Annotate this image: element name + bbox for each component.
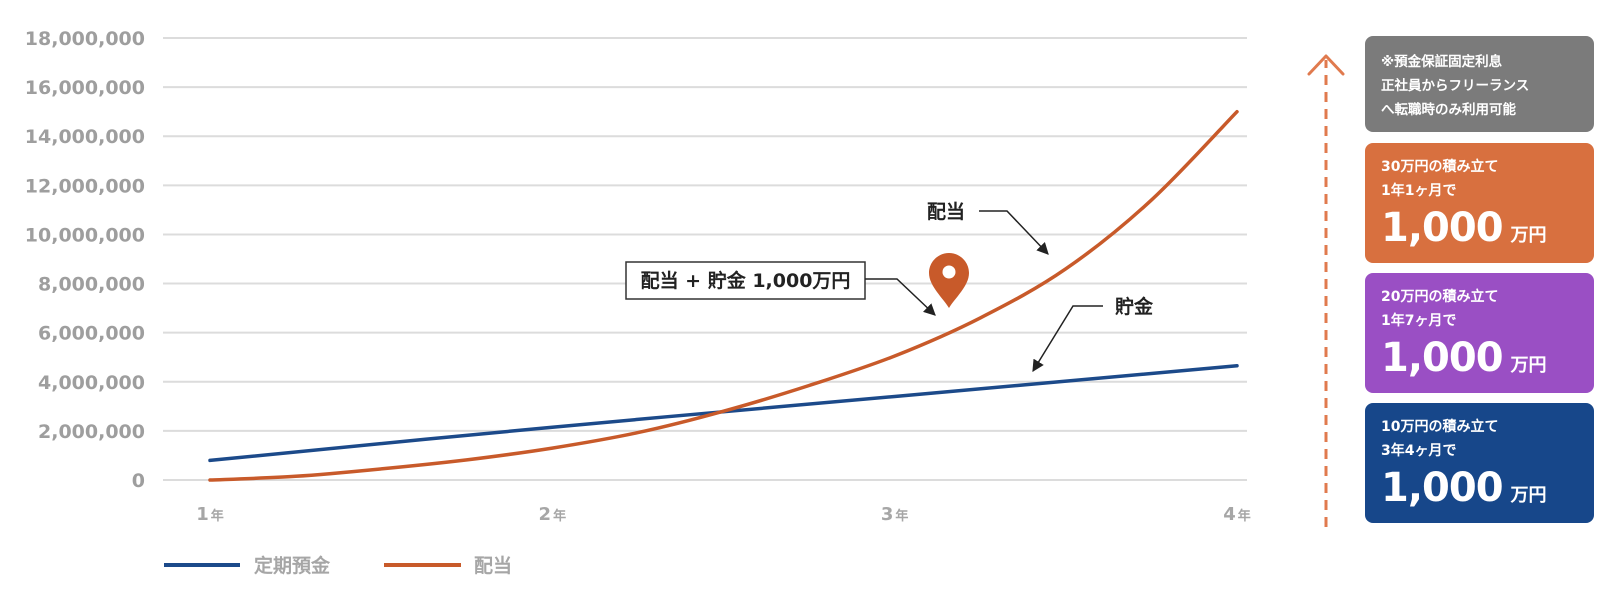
y-tick-label: 10,000,000 [25, 224, 145, 246]
annotation-savings-label: 貯金 [1115, 295, 1154, 318]
card-line-1: 10万円の積み立て [1381, 419, 1499, 435]
y-tick-label: 6,000,000 [38, 323, 145, 345]
card-line-2: 1年1ヶ月で [1381, 183, 1457, 199]
plan-card-300k: 30万円の積み立て 1年1ヶ月で 1,000 万円 [1365, 143, 1594, 263]
upward-dashed-arrow [1307, 54, 1345, 527]
card-amount: 1,000 [1381, 335, 1504, 381]
series-line-dividend [208, 109, 1239, 482]
annotation-combined-arrow [865, 278, 936, 316]
card-amount: 1,000 [1381, 465, 1504, 511]
card-unit: 万円 [1510, 485, 1547, 506]
y-tick-label: 16,000,000 [25, 77, 145, 99]
series-lines [208, 109, 1239, 482]
y-tick-label: 4,000,000 [38, 372, 145, 394]
annotation-dividend-label: 配当 [927, 200, 965, 223]
card-line-2: 1年7ヶ月で [1381, 313, 1457, 329]
card-line-1: 30万円の積み立て [1381, 159, 1499, 175]
annotation-savings-arrow [1032, 305, 1103, 373]
card-line-1: 20万円の積み立て [1381, 289, 1499, 305]
annotation-dividend-arrow [979, 210, 1049, 255]
annotation-combined-box [625, 261, 866, 300]
note-panel: ※預金保証固定利息 正社員からフリーランス へ転職時のみ利用可能 [1365, 36, 1594, 132]
legend: 定期預金 配当 [164, 554, 512, 577]
card-line-2: 3年4ヶ月で [1381, 443, 1457, 459]
plan-card-100k: 10万円の積み立て 3年4ヶ月で 1,000 万円 [1365, 403, 1594, 523]
y-tick-label: 14,000,000 [25, 126, 145, 148]
note-line: へ転職時のみ利用可能 [1381, 102, 1516, 118]
plan-card-200k: 20万円の積み立て 1年7ヶ月で 1,000 万円 [1365, 273, 1594, 393]
card-unit: 万円 [1510, 355, 1547, 376]
note-line: 正社員からフリーランス [1381, 78, 1530, 94]
y-tick-label: 0 [132, 470, 145, 492]
y-tick-label: 2,000,000 [38, 421, 145, 443]
annotation-combined-label: 配当 + 貯金 1,000万円 [641, 269, 851, 292]
y-tick-label: 8,000,000 [38, 274, 145, 296]
legend-label-dividend: 配当 [474, 554, 512, 577]
series-line-deposit [208, 364, 1239, 463]
y-tick-label: 18,000,000 [25, 28, 145, 50]
card-unit: 万円 [1510, 225, 1547, 246]
legend-label-deposit: 定期預金 [254, 554, 331, 577]
card-amount: 1,000 [1381, 205, 1504, 251]
note-line: ※預金保証固定利息 [1381, 54, 1503, 70]
y-axis-ticks: 18,000,000 16,000,000 14,000,000 12,000,000… [25, 28, 145, 492]
location-pin-icon [929, 253, 969, 308]
y-tick-label: 12,000,000 [25, 175, 145, 197]
